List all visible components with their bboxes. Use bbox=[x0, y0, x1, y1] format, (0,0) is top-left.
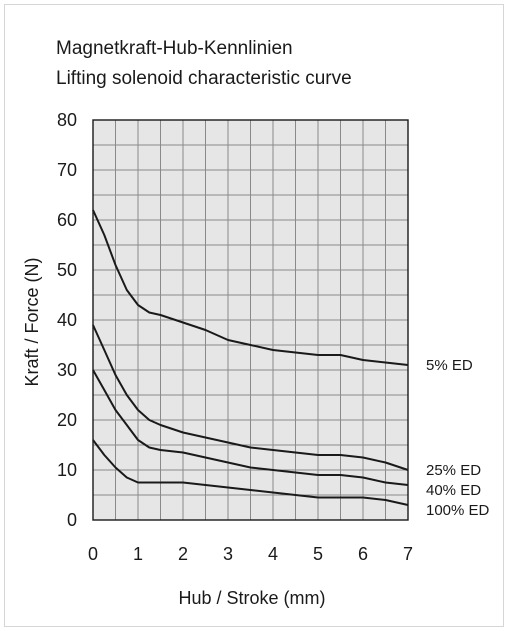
y-axis-label: Kraft / Force (N) bbox=[22, 257, 42, 386]
x-tick-label: 2 bbox=[178, 544, 188, 564]
series-label-2: 40% ED bbox=[426, 482, 481, 499]
x-tick-label: 6 bbox=[358, 544, 368, 564]
y-tick-label: 40 bbox=[57, 310, 77, 330]
x-tick-label: 4 bbox=[268, 544, 278, 564]
x-axis-label: Hub / Stroke (mm) bbox=[178, 588, 325, 608]
plot-border bbox=[92, 119, 409, 521]
x-tick-label: 1 bbox=[133, 544, 143, 564]
series-label-0: 5% ED bbox=[426, 357, 473, 374]
x-tick-label: 7 bbox=[403, 544, 413, 564]
series-line-2 bbox=[92, 369, 409, 486]
y-tick-label: 80 bbox=[57, 110, 77, 130]
chart-title: Magnetkraft-Hub-Kennlinien bbox=[56, 38, 293, 59]
series-line-1 bbox=[92, 324, 409, 471]
series-labels: 5% ED 25% ED 40% ED 100% ED bbox=[426, 357, 490, 519]
y-tick-labels: 0 10 20 30 40 50 60 70 80 bbox=[57, 110, 77, 530]
y-tick-label: 60 bbox=[57, 210, 77, 230]
y-tick-label: 70 bbox=[57, 160, 77, 180]
chart-subtitle: Lifting solenoid characteristic curve bbox=[56, 68, 352, 89]
series-label-3: 100% ED bbox=[426, 502, 490, 519]
series-lines bbox=[92, 209, 409, 506]
x-tick-label: 3 bbox=[223, 544, 233, 564]
x-tick-label: 0 bbox=[88, 544, 98, 564]
series-label-1: 25% ED bbox=[426, 462, 481, 479]
series-line-0 bbox=[92, 209, 409, 366]
y-tick-label: 20 bbox=[57, 410, 77, 430]
x-tick-label: 5 bbox=[313, 544, 323, 564]
series-line-3 bbox=[92, 439, 409, 506]
x-tick-labels: 0 1 2 3 4 5 6 7 bbox=[88, 544, 413, 564]
y-tick-label: 0 bbox=[67, 510, 77, 530]
y-tick-label: 50 bbox=[57, 260, 77, 280]
y-tick-label: 10 bbox=[57, 460, 77, 480]
y-tick-label: 30 bbox=[57, 360, 77, 380]
